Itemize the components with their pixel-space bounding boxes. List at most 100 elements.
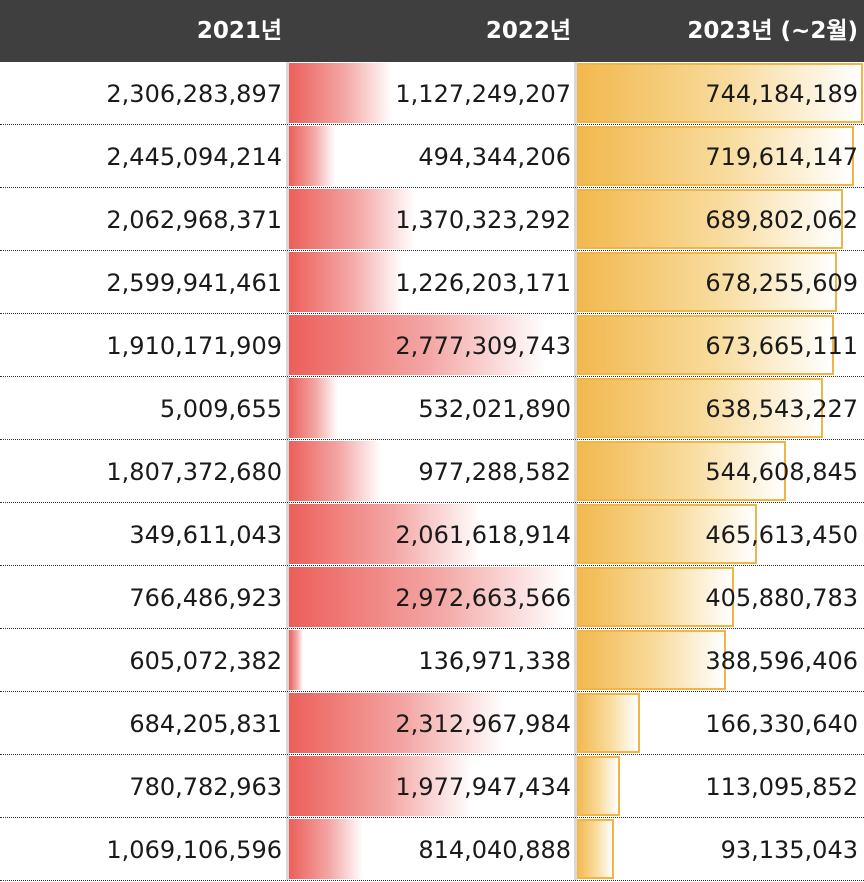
cell-2023: 744,184,189 bbox=[577, 62, 864, 124]
table-row[interactable]: 684,205,831 2,312,967,984 166,330,640 bbox=[0, 692, 864, 755]
data-bar-2022 bbox=[289, 63, 392, 123]
cell-2021: 5,009,655 bbox=[0, 377, 286, 439]
value-2021: 2,062,968,371 bbox=[106, 206, 282, 234]
cell-2021: 2,599,941,461 bbox=[0, 251, 286, 313]
table-body: 2,306,283,897 1,127,249,207 744,184,189 2,4… bbox=[0, 62, 864, 881]
cell-2022: 814,040,888 bbox=[289, 818, 575, 880]
table-row[interactable]: 2,445,094,214 494,344,206 719,614,147 bbox=[0, 125, 864, 188]
data-bar-2022 bbox=[289, 693, 504, 753]
table-row[interactable]: 5,009,655 532,021,890 638,543,227 bbox=[0, 377, 864, 440]
value-2021: 2,599,941,461 bbox=[106, 269, 282, 297]
value-2021: 684,205,831 bbox=[129, 710, 282, 738]
value-2023: 113,095,852 bbox=[705, 773, 858, 801]
cell-2023: 678,255,609 bbox=[577, 251, 864, 313]
value-2022: 494,344,206 bbox=[418, 143, 571, 171]
table-row[interactable]: 780,782,963 1,977,947,434 113,095,852 bbox=[0, 755, 864, 818]
column-divider bbox=[286, 377, 289, 439]
column-header-2022[interactable]: 2022년 bbox=[485, 18, 571, 44]
cell-2021: 1,910,171,909 bbox=[0, 314, 286, 376]
column-divider bbox=[286, 125, 289, 187]
value-2023: 673,665,111 bbox=[705, 332, 858, 360]
value-2021: 1,910,171,909 bbox=[106, 332, 282, 360]
data-bar-2022 bbox=[289, 756, 473, 816]
column-divider bbox=[286, 188, 289, 250]
value-2022: 2,972,663,566 bbox=[395, 584, 571, 612]
data-bar-2023 bbox=[577, 504, 758, 564]
cell-2022: 136,971,338 bbox=[289, 629, 575, 691]
cell-2023: 113,095,852 bbox=[577, 755, 864, 817]
column-divider bbox=[286, 251, 289, 313]
data-bar-2023 bbox=[577, 693, 640, 753]
cell-2021: 2,306,283,897 bbox=[0, 62, 286, 124]
data-bar-2022 bbox=[289, 441, 381, 501]
data-bar-2023 bbox=[577, 630, 726, 690]
column-divider bbox=[574, 251, 577, 313]
cell-2023: 638,543,227 bbox=[577, 377, 864, 439]
data-bar-2022 bbox=[289, 315, 547, 375]
table-row[interactable]: 2,306,283,897 1,127,249,207 744,184,189 bbox=[0, 62, 864, 125]
column-divider bbox=[286, 755, 289, 817]
cell-2023: 689,802,062 bbox=[577, 188, 864, 250]
cell-2021: 605,072,382 bbox=[0, 629, 286, 691]
value-2023: 544,608,845 bbox=[705, 458, 858, 486]
value-2023: 93,135,043 bbox=[720, 836, 858, 864]
cell-2023: 93,135,043 bbox=[577, 818, 864, 880]
value-2021: 780,782,963 bbox=[129, 773, 282, 801]
cell-2022: 2,061,618,914 bbox=[289, 503, 575, 565]
column-divider bbox=[574, 503, 577, 565]
value-2021: 1,807,372,680 bbox=[106, 458, 282, 486]
value-2022: 136,971,338 bbox=[418, 647, 571, 675]
table-row[interactable]: 1,910,171,909 2,777,309,743 673,665,111 bbox=[0, 314, 864, 377]
table-row[interactable]: 766,486,923 2,972,663,566 405,880,783 bbox=[0, 566, 864, 629]
column-header-2021[interactable]: 2021년 bbox=[196, 18, 282, 44]
data-bar-2023 bbox=[577, 441, 786, 501]
data-bar-2022 bbox=[289, 630, 304, 690]
data-bar-2022 bbox=[289, 126, 335, 186]
cell-2023: 166,330,640 bbox=[577, 692, 864, 754]
column-divider bbox=[574, 440, 577, 502]
table-row[interactable]: 2,062,968,371 1,370,323,292 689,802,062 bbox=[0, 188, 864, 251]
data-bar-2022 bbox=[289, 567, 567, 627]
cell-2021: 349,611,043 bbox=[0, 503, 286, 565]
column-header-2023[interactable]: 2023년 (~2월) bbox=[687, 18, 858, 44]
data-bar-2023 bbox=[577, 378, 823, 438]
data-bar-2022 bbox=[289, 252, 404, 312]
cell-2022: 1,370,323,292 bbox=[289, 188, 575, 250]
column-divider bbox=[286, 314, 289, 376]
value-2021: 605,072,382 bbox=[129, 647, 282, 675]
value-2023: 388,596,406 bbox=[705, 647, 858, 675]
cell-2021: 766,486,923 bbox=[0, 566, 286, 628]
cell-2023: 719,614,147 bbox=[577, 125, 864, 187]
column-divider bbox=[574, 188, 577, 250]
value-2021: 2,306,283,897 bbox=[106, 80, 282, 108]
cell-2021: 1,807,372,680 bbox=[0, 440, 286, 502]
column-divider bbox=[574, 62, 577, 124]
table-row[interactable]: 1,069,106,596 814,040,888 93,135,043 bbox=[0, 818, 864, 881]
value-2023: 405,880,783 bbox=[705, 584, 858, 612]
column-divider bbox=[574, 818, 577, 880]
value-2023: 719,614,147 bbox=[705, 143, 858, 171]
cell-2021: 2,445,094,214 bbox=[0, 125, 286, 187]
column-divider bbox=[574, 629, 577, 691]
table-row[interactable]: 1,807,372,680 977,288,582 544,608,845 bbox=[0, 440, 864, 503]
value-2023: 689,802,062 bbox=[705, 206, 858, 234]
data-bar-2023 bbox=[577, 126, 855, 186]
table-row[interactable]: 349,611,043 2,061,618,914 465,613,450 bbox=[0, 503, 864, 566]
value-2022: 814,040,888 bbox=[418, 836, 571, 864]
cell-2022: 532,021,890 bbox=[289, 377, 575, 439]
table-row[interactable]: 2,599,941,461 1,226,203,171 678,255,609 bbox=[0, 251, 864, 314]
cell-2021: 1,069,106,596 bbox=[0, 818, 286, 880]
value-2022: 977,288,582 bbox=[418, 458, 571, 486]
cell-2021: 780,782,963 bbox=[0, 755, 286, 817]
data-bar-2022 bbox=[289, 189, 415, 249]
cell-2023: 388,596,406 bbox=[577, 629, 864, 691]
cell-2021: 684,205,831 bbox=[0, 692, 286, 754]
value-2023: 678,255,609 bbox=[705, 269, 858, 297]
value-2023: 638,543,227 bbox=[705, 395, 858, 423]
cell-2022: 494,344,206 bbox=[289, 125, 575, 187]
table-row[interactable]: 605,072,382 136,971,338 388,596,406 bbox=[0, 629, 864, 692]
value-2022: 1,977,947,434 bbox=[395, 773, 571, 801]
cell-2022: 1,977,947,434 bbox=[289, 755, 575, 817]
column-divider bbox=[574, 377, 577, 439]
cell-2022: 1,226,203,171 bbox=[289, 251, 575, 313]
